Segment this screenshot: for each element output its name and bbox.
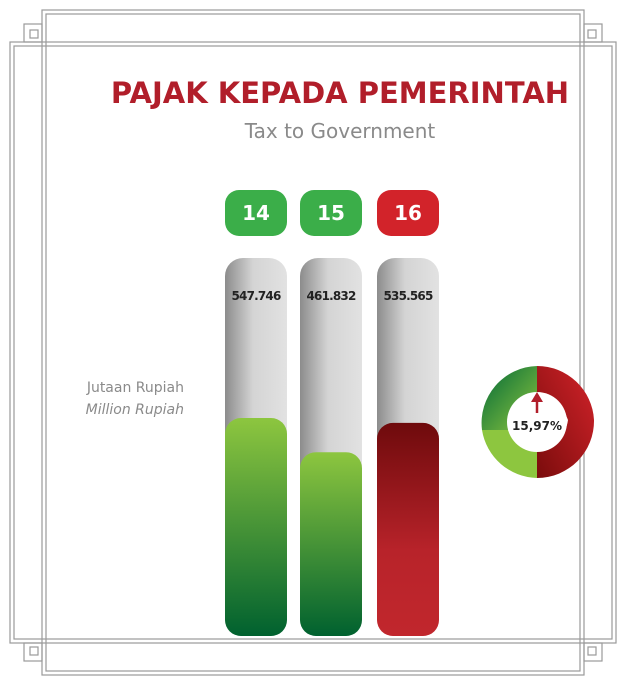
change-badge: 15,97%	[481, 365, 595, 478]
chart-subtitle: Tax to Government	[244, 119, 436, 143]
badge	[225, 190, 287, 236]
badge	[377, 190, 439, 236]
unit-label: Jutaan Rupiah	[86, 380, 184, 396]
unit-label-en: Million Rupiah	[86, 402, 184, 418]
value-label: 547.746	[231, 289, 281, 303]
category-label: 15	[317, 201, 345, 225]
bar	[377, 422, 439, 636]
bar	[225, 418, 287, 636]
change-label: 15,97%	[512, 419, 562, 433]
value-label: 535.565	[383, 289, 433, 303]
value-label: 461.832	[306, 289, 356, 303]
badge	[300, 190, 362, 236]
category-label: 16	[394, 201, 422, 225]
bar	[300, 452, 362, 636]
chart-title: PAJAK KEPADA PEMERINTAH	[111, 76, 569, 110]
category-label: 14	[242, 201, 270, 225]
frame	[9, 9, 617, 676]
